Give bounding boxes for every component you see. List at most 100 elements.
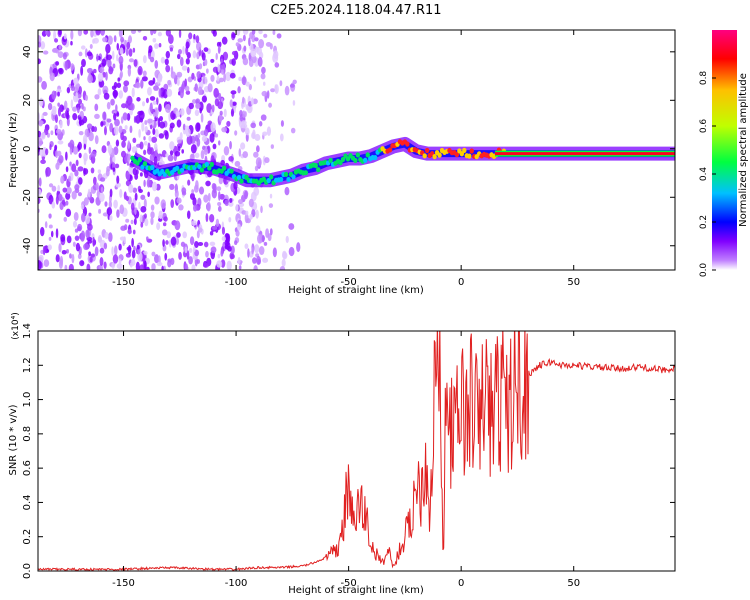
noise-speck [65,192,71,200]
noise-speck [205,213,209,223]
noise-speck [45,30,49,35]
noise-speck [103,242,108,250]
x-tick-label: 50 [567,578,580,589]
noise-speck [264,157,270,164]
noise-speck [90,150,97,158]
x-tick-label: 50 [567,277,580,288]
noise-speck [245,81,250,87]
noise-speck [40,159,46,165]
noise-speck [127,154,131,163]
noise-speck [230,108,235,117]
noise-speck [260,205,263,214]
noise-speck [55,149,59,159]
noise-speck [98,192,105,202]
noise-speck [115,104,118,112]
noise-speck [209,133,215,143]
noise-speck [268,203,274,208]
noise-speck [94,94,100,100]
noise-speck [184,85,190,92]
noise-speck [45,148,49,156]
spectrogram-x-ticks: -150 -100 -50 0 50 [112,30,580,288]
noise-speck [285,235,289,244]
noise-speck [248,198,254,208]
noise-speck [164,58,169,66]
noise-speck [254,244,260,254]
ridge-blob [303,170,309,176]
noise-speck [179,132,183,140]
noise-speck [113,199,118,209]
noise-speck [160,199,167,210]
noise-speck [59,120,63,129]
noise-speck [272,30,276,36]
noise-speck [188,248,193,254]
noise-speck [151,136,158,143]
noise-speck [80,230,86,241]
noise-speck [65,166,69,173]
noise-speck [209,231,214,236]
noise-speck [95,182,99,191]
noise-speck [49,144,52,151]
noise-speck [163,216,168,222]
noise-speck [63,100,68,110]
snr-series-line [38,331,675,571]
noise-speck [220,249,224,257]
noise-speck [216,186,222,192]
noise-speck [279,133,284,142]
noise-speck [48,194,54,205]
noise-speck [114,245,118,256]
noise-speck [138,188,143,193]
noise-speck [142,70,147,77]
noise-speck [125,48,129,56]
noise-speck [178,30,182,38]
noise-speck [205,180,211,187]
noise-speck [162,222,167,227]
ridge-blob [268,174,274,180]
noise-speck [197,241,204,246]
noise-speck [106,207,113,216]
noise-speck [267,233,272,242]
noise-speck [63,33,67,40]
noise-speck [115,182,122,188]
x-tick-label: -100 [225,578,248,589]
noise-speck [242,30,249,35]
noise-speck [45,166,51,177]
noise-speck [143,149,147,156]
noise-speck [88,212,92,217]
noise-speck [226,260,232,270]
noise-speck [230,90,237,95]
noise-speck [144,213,147,220]
x-tick-label: -50 [340,277,356,288]
noise-speck [151,251,156,257]
noise-speck [130,30,137,35]
noise-speck [158,87,162,98]
noise-speck [150,217,154,225]
noise-speck [39,97,44,107]
noise-speck [54,38,59,43]
ridge-blob [316,167,321,173]
noise-speck [57,102,60,107]
noise-speck [234,130,238,136]
noise-speck [97,169,102,174]
noise-speck [185,128,191,138]
noise-speck [143,179,146,188]
noise-speck [143,260,147,270]
noise-speck [195,122,201,133]
noise-speck [70,63,75,71]
noise-speck [191,189,195,194]
ridge-blob [422,153,427,159]
noise-speck [244,190,248,200]
noise-speck [238,76,242,82]
noise-speck [86,67,93,74]
noise-speck [57,150,62,157]
noise-speck [254,265,258,270]
ridge-blob [365,152,370,158]
noise-speck [108,200,113,209]
noise-speck [237,38,244,43]
noise-speck [250,97,254,106]
noise-speck [194,241,199,248]
noise-speck [70,30,74,40]
noise-speck [230,253,235,259]
noise-speck [204,76,208,85]
noise-speck [99,177,106,182]
noise-speck [149,124,153,130]
